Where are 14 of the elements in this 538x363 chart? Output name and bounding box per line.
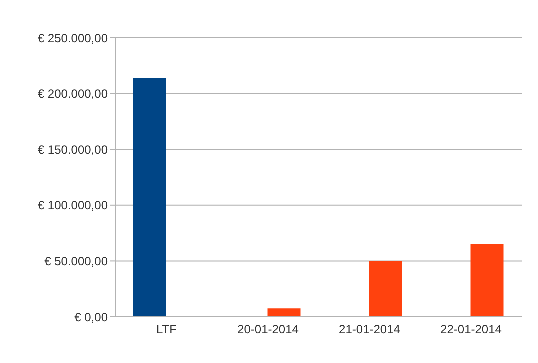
x-tick-label: 20-01-2014 bbox=[238, 322, 300, 337]
y-tick-label: € 250.000,00 bbox=[38, 31, 108, 46]
y-tick-label: € 100.000,00 bbox=[38, 198, 108, 213]
x-tick-label: LTF bbox=[156, 322, 177, 337]
bar bbox=[268, 308, 301, 317]
y-tick-label: € 0,00 bbox=[74, 310, 108, 324]
x-tick-label: 21-01-2014 bbox=[339, 322, 401, 337]
y-tick-label: € 200.000,00 bbox=[38, 87, 108, 102]
bar bbox=[369, 261, 402, 317]
x-tick-label: 22-01-2014 bbox=[440, 322, 502, 337]
y-tick-label: € 150.000,00 bbox=[38, 142, 108, 157]
bar bbox=[133, 78, 166, 317]
bar bbox=[470, 244, 504, 317]
y-tick-label: € 50.000,00 bbox=[44, 254, 108, 268]
